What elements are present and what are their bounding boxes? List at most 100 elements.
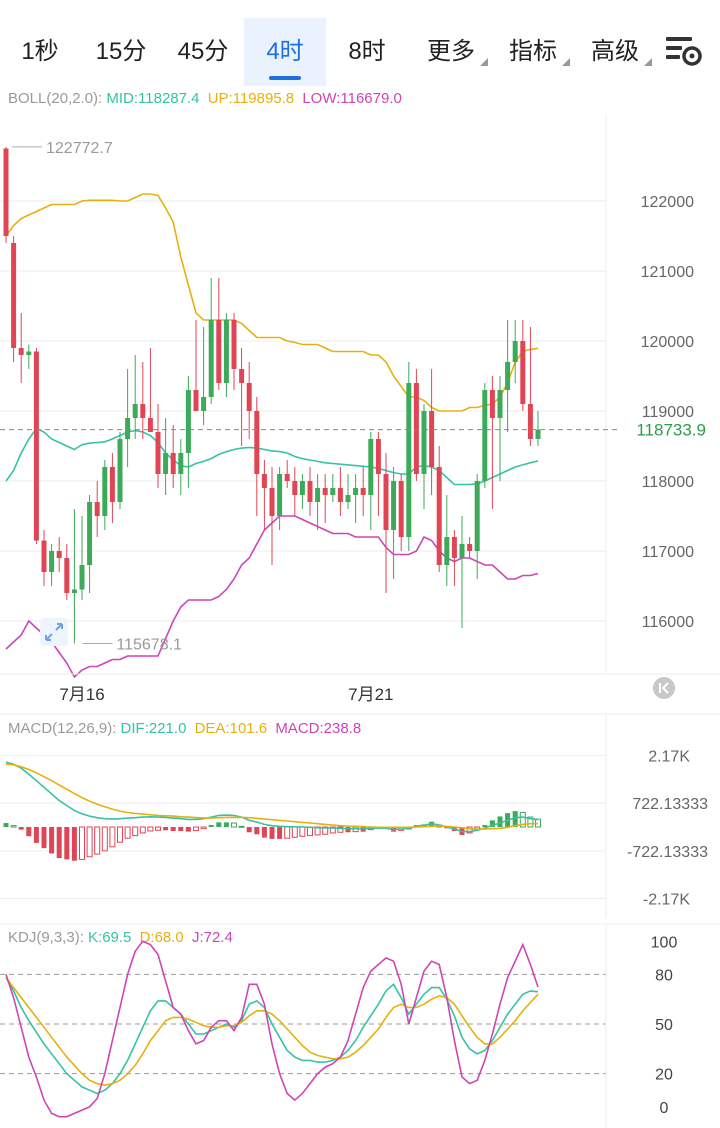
scroll-to-latest-button[interactable] (653, 677, 675, 699)
candle-body (345, 495, 351, 502)
candlestick (353, 474, 359, 523)
kdj-j-line (5, 940, 539, 1118)
candlestick (497, 376, 503, 481)
candlestick (216, 278, 222, 390)
candle-body (3, 148, 9, 236)
candlestick (527, 327, 533, 446)
candlestick (337, 467, 343, 516)
candlestick (292, 467, 298, 516)
low-price-label: 115678.1 (116, 637, 182, 654)
candle-body (482, 390, 488, 481)
macd-histogram-bar (254, 827, 260, 835)
candlestick (170, 425, 176, 488)
candle-body (163, 453, 169, 474)
macd-dea-line (5, 763, 539, 830)
candlestick (87, 495, 93, 593)
macd-histogram-bar (26, 827, 32, 837)
tab-15m[interactable]: 15分 (80, 18, 162, 86)
chart-area[interactable]: BOLL(20,2.0): MID:118287.4 UP:119895.8 L… (0, 86, 720, 1128)
dropdown-triangle-icon (480, 58, 488, 66)
macd-histogram-bar (147, 826, 154, 832)
candlestick (315, 474, 321, 530)
macd-histogram (3, 811, 541, 861)
macd-histogram-bar (277, 827, 283, 839)
candle-body (368, 439, 374, 495)
candlestick (451, 530, 457, 586)
grid-lines (0, 116, 607, 674)
macd-histogram-bar (155, 826, 161, 831)
candle-body (391, 481, 397, 530)
macd-histogram-bar (79, 826, 85, 860)
macd-histogram-bar (94, 826, 101, 855)
candle-body (489, 390, 495, 418)
kdj-k-line (5, 977, 539, 1095)
macd-tick-label: -722.13333 (627, 844, 708, 861)
candlestick (299, 474, 305, 509)
candlestick (109, 453, 115, 523)
candlestick (140, 362, 146, 439)
tab-8h[interactable]: 8时 (326, 18, 408, 86)
candlestick (94, 481, 100, 537)
macd-legend-dea: DEA:101.6 (195, 720, 268, 737)
macd-histogram-bar (519, 811, 526, 828)
candle-body (292, 481, 298, 495)
tab-label: 1秒 (21, 38, 59, 65)
tab-1s[interactable]: 1秒 (0, 18, 80, 86)
candle-body (497, 390, 503, 418)
macd-histogram-bar (3, 823, 9, 827)
price-tick-label: 119000 (642, 404, 694, 421)
tab-label: 8时 (348, 38, 386, 65)
macd-histogram-bar (307, 826, 313, 837)
macd-histogram-bar (101, 826, 108, 852)
kdj-legend-j: J:72.4 (192, 929, 233, 946)
candle-body (178, 453, 184, 474)
candlestick (163, 418, 169, 495)
candle-body (512, 341, 518, 362)
candle-body (102, 467, 108, 516)
chart-settings-icon[interactable] (664, 34, 704, 68)
macd-grid (0, 713, 720, 918)
kdj-legend-d: D:68.0 (140, 929, 184, 946)
candle-body (26, 351, 32, 355)
candle-body (337, 488, 343, 502)
candlestick (269, 467, 275, 565)
boll-legend-mid: MID:118287.4 (106, 90, 199, 107)
macd-histogram-bar (86, 826, 93, 858)
candlestick (185, 376, 191, 488)
boll-legend-low: LOW:116679.0 (302, 90, 402, 107)
macd-histogram-bar (170, 827, 176, 831)
candle-body (315, 488, 321, 502)
macd-histogram-bar (329, 826, 336, 834)
candlestick (11, 236, 17, 362)
candle-body (239, 369, 245, 383)
candlestick (459, 516, 465, 628)
candle-body (277, 474, 283, 516)
candlestick (132, 355, 138, 439)
candle-body (223, 320, 229, 383)
tab-45m[interactable]: 45分 (162, 18, 244, 86)
candlestick (322, 474, 328, 523)
price-tick-label: 116000 (642, 614, 694, 631)
candlestick (406, 362, 412, 551)
macd-legend-macd: MACD:238.8 (275, 720, 361, 737)
tab-more-dropdown[interactable]: 更多 (420, 18, 488, 86)
tab-advanced-dropdown[interactable]: 高级 (584, 18, 652, 86)
macd-histogram-bar (41, 827, 47, 849)
candlestick (284, 460, 290, 488)
macd-histogram-bar (337, 826, 344, 833)
tab-label: 更多 (427, 38, 475, 65)
candle-body (299, 481, 305, 495)
candlestick (223, 313, 229, 397)
candle-body (56, 551, 62, 558)
tab-4h[interactable]: 4时 (244, 18, 326, 86)
macd-histogram-bar (284, 826, 291, 839)
dropdown-triangle-icon (562, 58, 570, 66)
expand-chart-icon[interactable] (40, 618, 68, 646)
kdj-legend-k: K:69.5 (88, 929, 131, 946)
candle-body (459, 544, 465, 558)
candle-body (132, 404, 138, 418)
tab-indicators-dropdown[interactable]: 指标 (502, 18, 570, 86)
macd-histogram-bar (216, 822, 222, 827)
candle-body (87, 502, 93, 565)
candle-body (18, 348, 24, 355)
